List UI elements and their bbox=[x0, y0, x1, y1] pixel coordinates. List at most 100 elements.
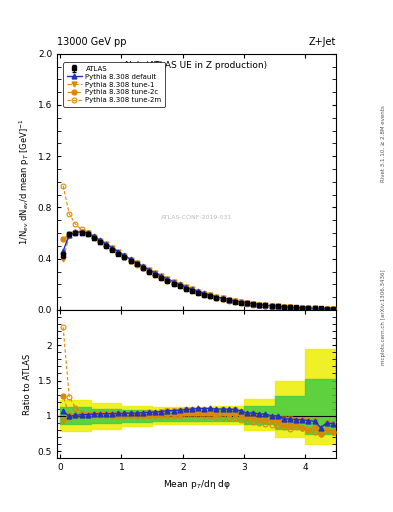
X-axis label: Mean p$_{T}$/dη dφ: Mean p$_{T}$/dη dφ bbox=[163, 478, 230, 490]
Pythia 8.308 default bbox=[85, 230, 90, 236]
Pythia 8.308 tune-2m bbox=[208, 293, 213, 300]
Pythia 8.308 tune-2c bbox=[251, 301, 255, 307]
Pythia 8.308 tune-2m bbox=[147, 269, 151, 275]
Pythia 8.308 tune-2c bbox=[159, 274, 163, 281]
Pythia 8.308 tune-2c bbox=[147, 268, 151, 274]
Pythia 8.308 tune-2c bbox=[306, 305, 311, 311]
Pythia 8.308 tune-2c bbox=[73, 229, 78, 235]
Pythia 8.308 tune-2c bbox=[189, 287, 194, 293]
Pythia 8.308 tune-1 bbox=[288, 304, 292, 310]
Pythia 8.308 tune-2m bbox=[110, 246, 114, 252]
Pythia 8.308 default bbox=[184, 284, 188, 290]
Pythia 8.308 tune-1 bbox=[300, 305, 305, 311]
Pythia 8.308 tune-2m bbox=[263, 303, 268, 309]
Pythia 8.308 tune-1 bbox=[226, 297, 231, 303]
Pythia 8.308 tune-1 bbox=[196, 289, 200, 295]
Pythia 8.308 default bbox=[331, 306, 335, 312]
Pythia 8.308 tune-1 bbox=[251, 301, 255, 307]
Pythia 8.308 tune-1 bbox=[202, 290, 207, 296]
Pythia 8.308 tune-2m bbox=[189, 288, 194, 294]
Pythia 8.308 tune-2c bbox=[312, 306, 317, 312]
Pythia 8.308 tune-1 bbox=[245, 300, 250, 306]
Pythia 8.308 tune-2m bbox=[79, 226, 84, 232]
Pythia 8.308 default bbox=[208, 292, 213, 298]
Pythia 8.308 tune-1 bbox=[159, 273, 163, 280]
Pythia 8.308 tune-2m bbox=[251, 302, 255, 308]
Pythia 8.308 tune-1 bbox=[312, 305, 317, 311]
Pythia 8.308 tune-2c bbox=[275, 304, 280, 310]
Pythia 8.308 tune-2c bbox=[318, 306, 323, 312]
Pythia 8.308 tune-2m bbox=[134, 262, 139, 268]
Pythia 8.308 tune-2c bbox=[233, 298, 237, 305]
Pythia 8.308 tune-2m bbox=[97, 238, 102, 244]
Pythia 8.308 tune-1 bbox=[140, 264, 145, 270]
Pythia 8.308 tune-2m bbox=[294, 305, 299, 311]
Pythia 8.308 tune-1 bbox=[331, 306, 335, 312]
Pythia 8.308 tune-2m bbox=[245, 301, 250, 307]
Pythia 8.308 default bbox=[300, 305, 305, 311]
Pythia 8.308 tune-2c bbox=[226, 297, 231, 303]
Pythia 8.308 tune-2m bbox=[177, 283, 182, 289]
Pythia 8.308 default bbox=[92, 233, 96, 239]
Pythia 8.308 tune-2c bbox=[140, 265, 145, 271]
Text: Z+Jet: Z+Jet bbox=[309, 37, 336, 47]
Pythia 8.308 default bbox=[171, 279, 176, 285]
Pythia 8.308 tune-1 bbox=[294, 305, 299, 311]
Pythia 8.308 tune-2m bbox=[128, 258, 133, 264]
Pythia 8.308 tune-2m bbox=[331, 306, 335, 312]
Pythia 8.308 tune-1 bbox=[171, 279, 176, 285]
Pythia 8.308 default bbox=[159, 273, 163, 279]
Pythia 8.308 tune-1 bbox=[85, 230, 90, 237]
Pythia 8.308 tune-1 bbox=[177, 282, 182, 288]
Pythia 8.308 tune-1 bbox=[147, 267, 151, 273]
Pythia 8.308 tune-2c bbox=[257, 302, 262, 308]
Pythia 8.308 tune-2c bbox=[214, 294, 219, 301]
Pythia 8.308 tune-2m bbox=[220, 296, 225, 303]
Pythia 8.308 default bbox=[128, 257, 133, 263]
Pythia 8.308 default bbox=[97, 237, 102, 243]
Line: Pythia 8.308 tune-2c: Pythia 8.308 tune-2c bbox=[61, 229, 335, 311]
Pythia 8.308 default bbox=[122, 252, 127, 259]
Pythia 8.308 tune-2c bbox=[92, 233, 96, 240]
Pythia 8.308 tune-2m bbox=[288, 305, 292, 311]
Pythia 8.308 tune-2m bbox=[67, 211, 72, 217]
Pythia 8.308 default bbox=[202, 290, 207, 296]
Pythia 8.308 tune-2m bbox=[159, 275, 163, 281]
Pythia 8.308 tune-1 bbox=[110, 245, 114, 251]
Pythia 8.308 tune-1 bbox=[325, 306, 329, 312]
Pythia 8.308 tune-1 bbox=[184, 284, 188, 290]
Pythia 8.308 tune-1 bbox=[281, 304, 286, 310]
Pythia 8.308 default bbox=[275, 303, 280, 309]
Pythia 8.308 tune-2m bbox=[269, 303, 274, 309]
Pythia 8.308 tune-1 bbox=[233, 298, 237, 304]
Pythia 8.308 default bbox=[239, 299, 243, 305]
Pythia 8.308 tune-2m bbox=[318, 306, 323, 312]
Pythia 8.308 tune-2m bbox=[153, 272, 158, 278]
Pythia 8.308 tune-1 bbox=[275, 304, 280, 310]
Pythia 8.308 tune-2m bbox=[184, 286, 188, 292]
Pythia 8.308 tune-1 bbox=[263, 302, 268, 308]
Pythia 8.308 tune-1 bbox=[134, 260, 139, 266]
Pythia 8.308 tune-2c bbox=[202, 291, 207, 297]
Pythia 8.308 tune-2m bbox=[196, 290, 200, 296]
Pythia 8.308 tune-2c bbox=[239, 300, 243, 306]
Pythia 8.308 tune-1 bbox=[61, 255, 66, 262]
Pythia 8.308 default bbox=[110, 245, 114, 251]
Pythia 8.308 default bbox=[325, 306, 329, 312]
Pythia 8.308 tune-2m bbox=[281, 304, 286, 310]
Pythia 8.308 tune-2c bbox=[153, 271, 158, 278]
Pythia 8.308 default bbox=[312, 305, 317, 311]
Y-axis label: Ratio to ATLAS: Ratio to ATLAS bbox=[23, 353, 32, 415]
Pythia 8.308 tune-1 bbox=[92, 233, 96, 240]
Pythia 8.308 tune-2c bbox=[263, 303, 268, 309]
Pythia 8.308 tune-1 bbox=[97, 238, 102, 244]
Pythia 8.308 tune-2c bbox=[177, 283, 182, 289]
Pythia 8.308 tune-2c bbox=[67, 230, 72, 237]
Pythia 8.308 tune-2c bbox=[85, 230, 90, 236]
Pythia 8.308 tune-2m bbox=[306, 305, 311, 311]
Pythia 8.308 default bbox=[281, 304, 286, 310]
Pythia 8.308 default bbox=[134, 260, 139, 266]
Pythia 8.308 tune-1 bbox=[165, 276, 170, 283]
Pythia 8.308 tune-2m bbox=[92, 234, 96, 240]
Pythia 8.308 default bbox=[220, 295, 225, 302]
